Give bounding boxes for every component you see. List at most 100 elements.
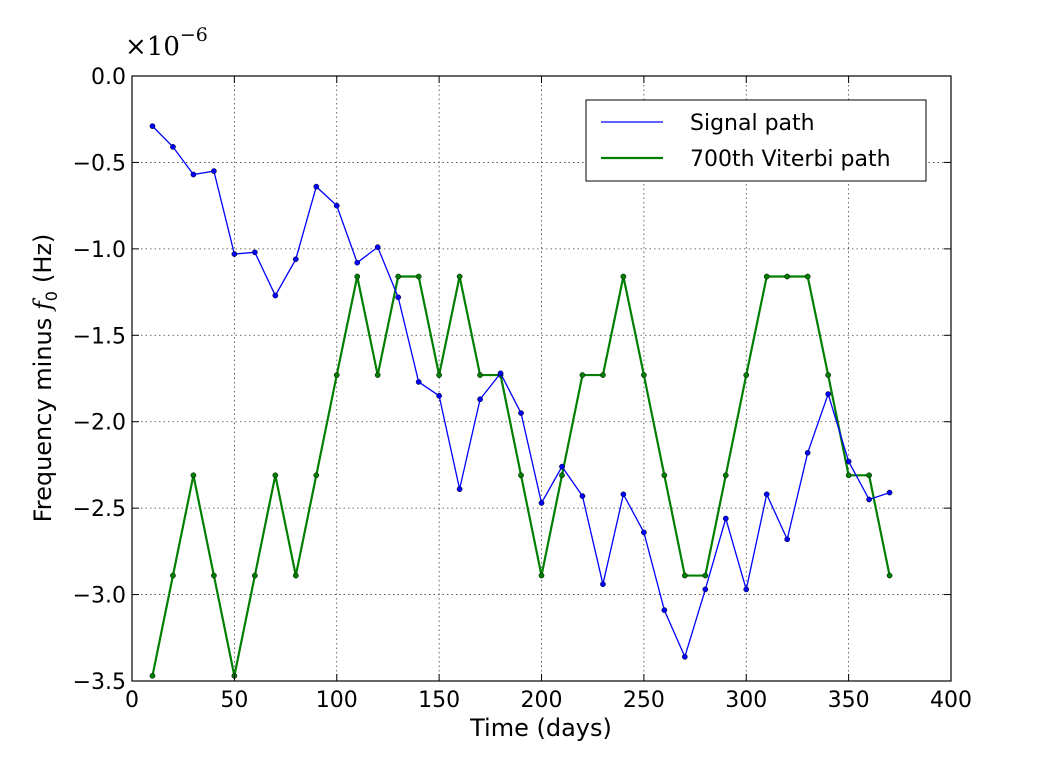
data-point-signal-path [170,144,176,150]
x-tick-label: 50 [220,688,248,713]
data-point-viterbi-path [477,372,483,378]
data-point-viterbi-path [866,472,872,479]
y-tick-label: −2.5 [73,497,126,522]
data-point-viterbi-path [579,372,586,378]
data-point-viterbi-path [743,372,750,378]
data-point-signal-path [313,183,320,190]
data-point-signal-path [497,370,504,377]
data-point-viterbi-path [252,572,258,579]
data-point-signal-path [190,171,197,178]
y-axis-multiplier: ×10−6 [125,24,208,62]
x-axis-title: Time (days) [469,714,612,742]
data-point-signal-path [620,491,627,498]
y-tick-label: −1.5 [73,324,126,349]
data-point-viterbi-path [333,372,340,378]
data-point-signal-path [231,251,238,257]
y-tick-label: −3.0 [73,584,126,609]
data-point-viterbi-path [600,372,606,378]
y-axis-title-text: Frequency minus [29,310,57,522]
data-point-viterbi-path [395,273,402,280]
data-point-signal-path [763,491,770,498]
series-line-signal-path [152,125,890,659]
data-point-signal-path [456,486,463,492]
legend: Signal path 700th Viterbi path [585,99,927,182]
data-point-signal-path [272,292,279,299]
data-point-viterbi-path [763,273,770,280]
x-tick-label: 200 [521,688,563,713]
data-point-signal-path [702,586,709,593]
x-tick-label: 150 [418,688,460,713]
data-point-signal-path [681,653,688,660]
data-point-viterbi-path [702,572,709,579]
data-point-viterbi-path [456,273,463,280]
legend-box [585,99,927,182]
data-point-viterbi-path [374,372,381,378]
data-point-signal-path [559,463,565,470]
data-point-viterbi-path [722,472,729,479]
data-point-signal-path [518,410,524,416]
y-multiplier-exponent: −6 [180,24,208,46]
series-viterbi-path [149,273,893,679]
data-point-viterbi-path [272,472,279,479]
data-point-viterbi-path [559,472,565,479]
x-tick-label: 300 [725,688,767,713]
y-tick-label: 0.0 [91,65,126,90]
y-tick-label: −2.0 [73,411,126,436]
data-point-viterbi-path [661,472,668,479]
data-point-signal-path [784,536,791,543]
data-point-viterbi-path [825,372,832,378]
data-point-viterbi-path [538,572,545,579]
data-point-signal-path [354,259,361,266]
data-point-signal-path [292,256,299,263]
data-point-signal-path [252,249,258,256]
legend-label-signal-path: Signal path [690,111,815,136]
data-point-viterbi-path [190,472,197,479]
series-layer [149,123,893,679]
axis-ticks [131,75,952,682]
data-point-viterbi-path [845,472,852,479]
x-tick-label: 0 [125,688,139,713]
data-point-viterbi-path [211,572,217,579]
data-point-signal-path [477,396,483,403]
data-point-signal-path [722,515,729,522]
y-axis-title: Frequency minus f0(Hz) [29,234,61,523]
data-point-viterbi-path [292,572,299,579]
y-axis-title-subscript: 0 [42,291,61,301]
data-point-viterbi-path [415,273,422,280]
data-point-signal-path [866,496,872,503]
data-point-viterbi-path [804,273,811,280]
data-point-signal-path [600,581,606,588]
x-tick-label: 250 [623,688,665,713]
y-tick-label: −0.5 [73,151,126,176]
axis-tick-labels: 0 50 100 150 200 250 300 350 400 0.0 −0.5 −1.0 −1.5 −… [73,65,972,713]
data-point-signal-path [374,244,381,250]
data-point-viterbi-path [354,273,361,280]
data-point-signal-path [886,489,893,496]
data-point-signal-path [743,586,750,593]
data-point-signal-path [333,202,340,209]
data-point-signal-path [641,529,647,536]
series-signal-path [149,123,893,660]
data-point-viterbi-path [641,372,647,378]
data-point-viterbi-path [886,572,893,579]
data-point-signal-path [845,458,852,465]
data-point-viterbi-path [313,472,320,479]
data-point-viterbi-path [784,273,791,280]
y-multiplier-base: ×10 [125,32,180,62]
data-point-viterbi-path [620,273,627,280]
data-point-signal-path [149,123,156,129]
data-point-viterbi-path [149,672,156,679]
x-tick-label: 350 [828,688,870,713]
data-point-viterbi-path [681,572,688,579]
data-point-viterbi-path [436,372,442,378]
data-point-signal-path [436,392,442,399]
data-point-signal-path [579,493,586,499]
y-tick-label: −1.0 [73,238,126,263]
legend-label-viterbi-path: 700th Viterbi path [690,147,891,172]
x-tick-label: 100 [316,688,358,713]
y-tick-label: −3.5 [73,670,126,695]
y-axis-title-unit: (Hz) [29,234,57,283]
data-point-signal-path [661,607,668,613]
data-point-viterbi-path [518,472,524,479]
